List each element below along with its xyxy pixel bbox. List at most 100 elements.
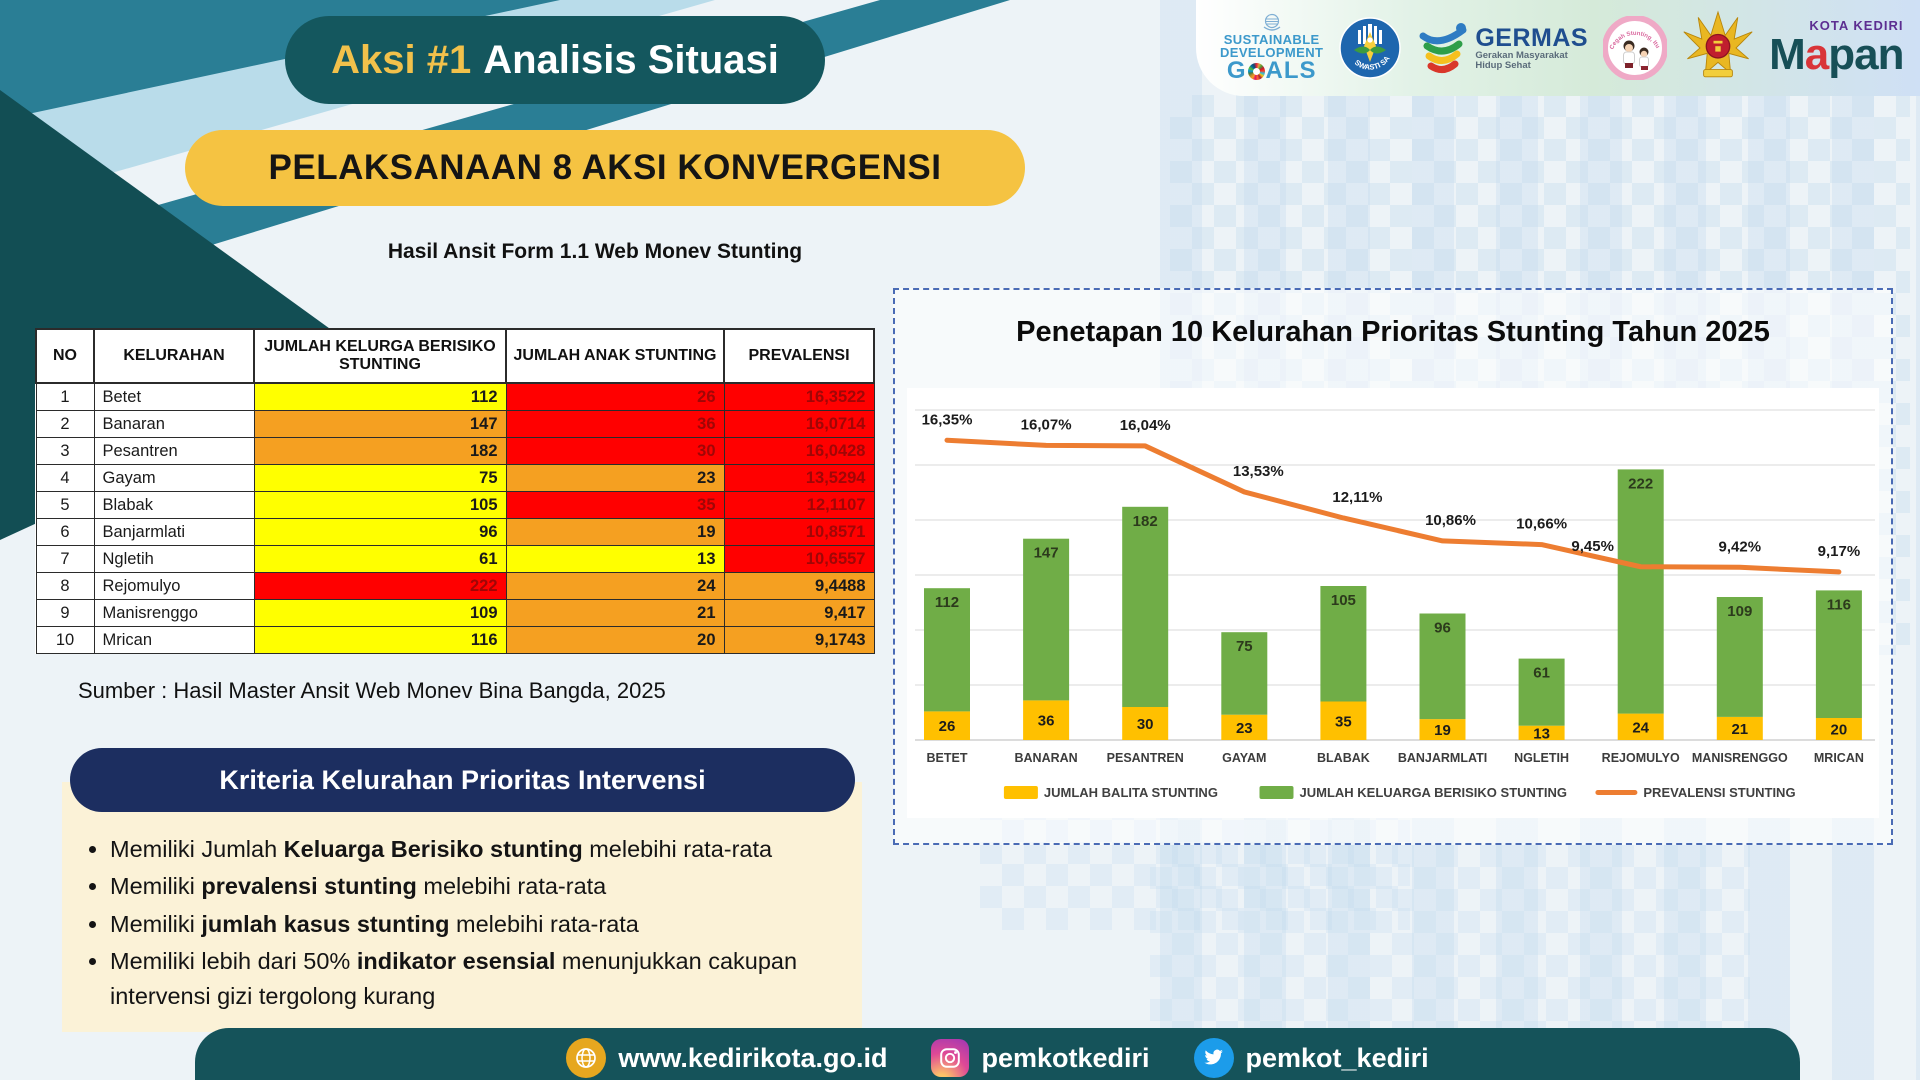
svg-text:BLABAK: BLABAK (1317, 751, 1370, 765)
cell-anak-stunting: 35 (505, 491, 725, 519)
svg-text:96: 96 (1434, 620, 1451, 637)
table-column-header: JUMLAH ANAK STUNTING (505, 328, 725, 384)
svg-text:24: 24 (1632, 719, 1649, 736)
cell-prevalensi: 16,0714 (723, 410, 875, 438)
svg-text:MANISRENGGO: MANISRENGGO (1692, 751, 1788, 765)
svg-text:182: 182 (1133, 513, 1158, 530)
svg-text:13: 13 (1533, 725, 1550, 742)
cell-no: 3 (35, 437, 95, 465)
source-note: Sumber : Hasil Master Ansit Web Monev Bi… (78, 678, 666, 703)
legend-item: JUMLAH KELUARGA BERISIKO STUNTING (1300, 785, 1567, 800)
cell-prevalensi: 10,8571 (723, 518, 875, 546)
table-row: 5 Blabak 105 35 12,1107 (35, 491, 875, 519)
cell-no: 4 (35, 464, 95, 492)
germas-sub2: Hidup Sehat (1475, 60, 1531, 72)
criteria-bullet: Memiliki lebih dari 50% indikator esensi… (110, 944, 842, 1015)
legend-item: JUMLAH BALITA STUNTING (1044, 785, 1218, 800)
svg-text:23: 23 (1236, 720, 1253, 737)
svg-text:10,66%: 10,66% (1516, 516, 1567, 533)
cell-keluarga-berisiko: 222 (253, 572, 507, 600)
cell-kelurahan: Banaran (93, 410, 255, 438)
svg-text:13,53%: 13,53% (1233, 463, 1284, 480)
cell-prevalensi: 16,3522 (723, 382, 875, 411)
table-row: 8 Rejomulyo 222 24 9,4488 (35, 572, 875, 600)
table-row: 1 Betet 112 26 16,3522 (35, 382, 875, 411)
footer-bar: www.kedirikota.go.id pemkotkediri pemkot… (195, 1028, 1800, 1080)
svg-text:9,45%: 9,45% (1571, 538, 1614, 555)
cell-prevalensi: 16,0428 (723, 437, 875, 465)
table-column-header: JUMLAH KELURGA BERISIKO STUNTING (253, 328, 507, 384)
un-emblem-icon (1263, 13, 1281, 31)
twitter-icon (1193, 1038, 1234, 1078)
cell-keluarga-berisiko: 109 (253, 599, 507, 627)
ansit-table: NO KELURAHAN JUMLAH KELURGA BERISIKO STUNT… (35, 328, 875, 654)
germas-title: GERMAS (1475, 23, 1589, 52)
cell-prevalensi: 10,6557 (723, 545, 875, 573)
svg-text:222: 222 (1628, 475, 1653, 492)
title-badge: Aksi #1 Analisis Situasi (285, 16, 825, 104)
main-banner: PELAKSANAAN 8 AKSI KONVERGENSI (185, 130, 1025, 206)
cell-no: 6 (35, 518, 95, 546)
svg-text:NGLETIH: NGLETIH (1514, 751, 1569, 765)
badge-accent-text: Aksi #1 (331, 37, 472, 82)
svg-text:147: 147 (1034, 545, 1059, 562)
svg-text:109: 109 (1727, 603, 1752, 620)
svg-text:PESANTREN: PESANTREN (1107, 751, 1184, 765)
svg-text:30: 30 (1137, 716, 1154, 733)
svg-text:19: 19 (1434, 722, 1451, 739)
cell-keluarga-berisiko: 75 (253, 464, 507, 492)
table-row: 2 Banaran 147 36 16,0714 (35, 410, 875, 438)
background-checker-pattern (1150, 845, 1750, 1045)
cell-anak-stunting: 26 (505, 382, 725, 411)
criteria-bullet: Memiliki prevalensi stunting melebihi ra… (110, 869, 842, 904)
footer-website: www.kedirikota.go.id (566, 1038, 887, 1078)
globe-icon (566, 1038, 607, 1078)
criteria-bullet: Memiliki jumlah kasus stunting melebihi … (110, 907, 842, 942)
svg-text:BETET: BETET (927, 751, 968, 765)
cell-kelurahan: Ngletih (93, 545, 255, 573)
sdg-logo: SUSTAINABLE DEVELOPMENT G ALS (1220, 13, 1323, 84)
cell-no: 5 (35, 491, 95, 519)
website-text: www.kedirikota.go.id (618, 1042, 888, 1073)
kota-kediri-label: KOTA KEDIRI (1809, 17, 1904, 33)
cell-kelurahan: Pesantren (93, 437, 255, 465)
cell-keluarga-berisiko: 182 (253, 437, 507, 465)
footer-instagram: pemkotkediri (931, 1039, 1150, 1077)
ansit-table-header: NO KELURAHAN JUMLAH KELURGA BERISIKO STUNT… (35, 328, 875, 384)
svg-text:36: 36 (1038, 713, 1055, 730)
cell-kelurahan: Betet (93, 382, 255, 411)
cell-anak-stunting: 23 (505, 464, 725, 492)
priority-chart: 26 112 BETET 36 147 BANARAN 30 182 PESANTREN 23 75… (907, 388, 1879, 818)
mapan-wordmark: Mapan (1769, 30, 1904, 80)
footer-twitter: pemkot_kediri (1193, 1038, 1429, 1078)
table-row: 10 Mrican 116 20 9,1743 (35, 626, 875, 654)
cell-anak-stunting: 13 (505, 545, 725, 573)
chart-panel: Penetapan 10 Kelurahan Prioritas Stuntin… (893, 288, 1893, 845)
cell-anak-stunting: 36 (505, 410, 725, 438)
cell-keluarga-berisiko: 105 (253, 491, 507, 519)
svg-text:MRICAN: MRICAN (1814, 751, 1864, 765)
svg-text:BANJARMLATI: BANJARMLATI (1398, 751, 1487, 765)
table-row: 3 Pesantren 182 30 16,0428 (35, 437, 875, 465)
cell-prevalensi: 9,4488 (723, 572, 875, 600)
instagram-icon (931, 1039, 970, 1077)
svg-text:21: 21 (1731, 721, 1748, 738)
cegah-stunting-logo: Cegah Stunting, Itu Penting! (1603, 16, 1668, 80)
cell-anak-stunting: 30 (505, 437, 725, 465)
cell-keluarga-berisiko: 96 (253, 518, 507, 546)
criteria-bullet: Memiliki Jumlah Keluarga Berisiko stunti… (110, 832, 842, 867)
swasti-saba-logo: SWASTI SABA (1338, 16, 1402, 79)
criteria-title: Kriteria Kelurahan Prioritas Intervensi (70, 748, 855, 812)
instagram-handle: pemkotkediri (981, 1042, 1150, 1073)
germas-icon (1419, 23, 1467, 73)
cell-prevalensi: 13,5294 (723, 464, 875, 492)
svg-text:12,11%: 12,11% (1332, 489, 1382, 506)
cell-no: 2 (35, 410, 95, 438)
svg-text:16,04%: 16,04% (1120, 417, 1171, 434)
legend-item: PREVALENSI STUNTING (1643, 785, 1795, 800)
svg-text:16,07%: 16,07% (1021, 416, 1072, 433)
mapan-logo: KOTA KEDIRI Mapan (1769, 17, 1909, 80)
badge-rest-text: Analisis Situasi (483, 37, 779, 82)
twitter-handle: pemkot_kediri (1245, 1042, 1429, 1073)
